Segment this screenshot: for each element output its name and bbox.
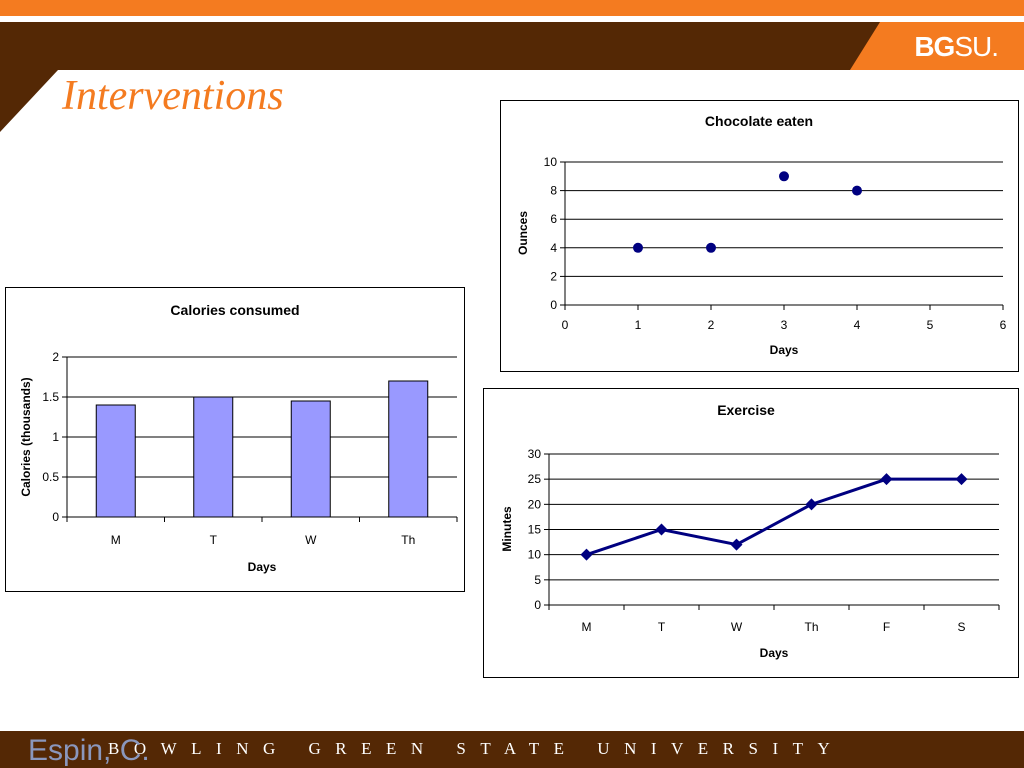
- calories-bar: [290, 400, 331, 518]
- chocolate-y-tick-label: 8: [550, 184, 557, 198]
- bgsu-logo-text: BGSU.: [914, 31, 999, 63]
- exercise-chart: Exercise Days Minutes 0 5 10 15 20 25 30 M T W Th F S: [483, 388, 1019, 678]
- chocolate-point: [779, 171, 789, 182]
- header-band: [0, 22, 1024, 70]
- chocolate-x-tick-label: 2: [708, 318, 715, 332]
- top-accent-bar: [0, 0, 1024, 16]
- header-wedge: [0, 70, 58, 132]
- exercise-x-tick-label: F: [883, 620, 890, 634]
- exercise-x-tick-label: M: [582, 620, 592, 634]
- footer-university-name: BOWLING GREEN STATE UNIVERSITY: [108, 739, 845, 758]
- logo-dot: .: [991, 31, 999, 62]
- calories-y-axis-label: Calories (thousands): [19, 377, 33, 496]
- chocolate-y-tick-label: 10: [544, 155, 558, 169]
- calories-bar: [95, 404, 136, 518]
- exercise-point: [655, 523, 668, 536]
- chocolate-title: Chocolate eaten: [705, 113, 813, 129]
- calories-y-tick-label: 2: [52, 350, 59, 364]
- footer-author: Espin, C.: [28, 734, 150, 767]
- chocolate-point: [633, 242, 643, 253]
- chocolate-x-tick-label: 0: [562, 318, 569, 332]
- exercise-point: [955, 473, 968, 486]
- calories-chart-svg: Calories consumed Days Calories (thousands…: [19, 302, 458, 574]
- logo-rest-part: SU: [954, 31, 992, 62]
- logo-bold-part: BG: [914, 31, 955, 62]
- exercise-point: [805, 498, 818, 511]
- exercise-y-tick-label: 20: [528, 497, 542, 511]
- chocolate-y-tick-label: 6: [550, 212, 557, 226]
- calories-x-tick-label: Th: [401, 533, 415, 547]
- chocolate-x-tick-label: 5: [927, 318, 934, 332]
- exercise-y-tick-label: 25: [528, 472, 542, 486]
- chocolate-y-axis-label: Ounces: [516, 211, 530, 255]
- page-title: Interventions: [62, 73, 284, 119]
- exercise-x-tick-label: T: [658, 620, 666, 634]
- calories-x-tick-label: T: [210, 533, 218, 547]
- chocolate-x-tick-label: 6: [1000, 318, 1007, 332]
- exercise-x-axis-label: Days: [760, 646, 789, 660]
- chocolate-y-tick-label: 2: [550, 269, 557, 283]
- calories-x-axis-label: Days: [248, 560, 277, 574]
- exercise-y-tick-label: 30: [528, 447, 542, 461]
- calories-bar: [388, 380, 429, 518]
- exercise-title: Exercise: [717, 402, 775, 418]
- chocolate-y-tick-label: 4: [550, 241, 557, 255]
- chocolate-x-tick-label: 4: [854, 318, 861, 332]
- chocolate-x-axis-label: Days: [770, 343, 799, 357]
- chocolate-point: [852, 185, 862, 196]
- footer-band: BOWLING GREEN STATE UNIVERSITY Espin, C.: [0, 731, 1024, 768]
- chocolate-chart-svg: Chocolate eaten Days Ounces 0 2 4 6 8 10 0 1 2 3 4 5 6: [516, 113, 1007, 357]
- exercise-x-tick-label: S: [957, 620, 965, 634]
- calories-y-tick-label: 0: [52, 510, 59, 524]
- exercise-y-tick-label: 15: [528, 523, 542, 537]
- calories-y-tick-label: 1.5: [42, 390, 59, 404]
- exercise-x-tick-label: Th: [804, 620, 818, 634]
- chocolate-chart: Chocolate eaten Days Ounces 0 2 4 6 8 10 0 1 2 3 4 5 6: [500, 100, 1019, 372]
- exercise-point: [880, 473, 893, 486]
- calories-bar: [193, 396, 234, 518]
- calories-chart: Calories consumed Days Calories (thousands…: [5, 287, 465, 592]
- bgsu-logo: BGSU.: [850, 22, 1024, 70]
- chocolate-y-tick-label: 0: [550, 298, 557, 312]
- exercise-point: [730, 538, 743, 551]
- exercise-y-tick-label: 0: [534, 598, 541, 612]
- exercise-x-tick-label: W: [731, 620, 743, 634]
- calories-title: Calories consumed: [170, 302, 299, 318]
- exercise-chart-svg: Exercise Days Minutes 0 5 10 15 20 25 30 M T W Th F S: [500, 402, 1000, 660]
- calories-x-tick-label: W: [305, 533, 317, 547]
- header-divider: [0, 16, 1024, 22]
- exercise-y-tick-label: 5: [534, 573, 541, 587]
- chocolate-x-tick-label: 1: [635, 318, 642, 332]
- exercise-y-axis-label: Minutes: [500, 506, 514, 552]
- chocolate-point: [706, 242, 716, 253]
- chocolate-x-tick-label: 3: [781, 318, 788, 332]
- calories-y-tick-label: 1: [52, 430, 59, 444]
- calories-x-tick-label: M: [111, 533, 121, 547]
- exercise-y-tick-label: 10: [528, 548, 542, 562]
- exercise-point: [580, 548, 593, 561]
- exercise-series-line: [586, 477, 962, 557]
- calories-y-tick-label: 0.5: [42, 470, 59, 484]
